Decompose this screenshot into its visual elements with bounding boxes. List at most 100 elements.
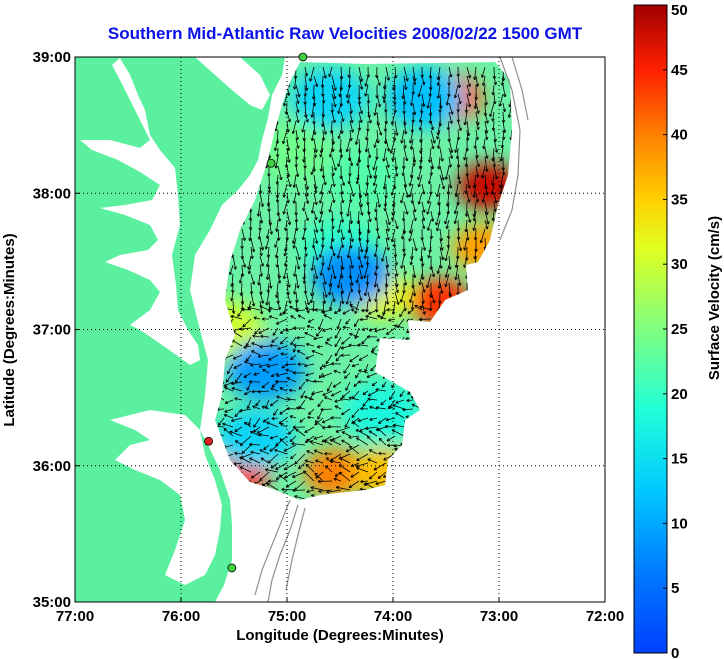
velocity-arrow xyxy=(251,342,261,347)
velocity-arrow xyxy=(394,219,399,230)
velocity-arrow xyxy=(427,192,432,204)
velocity-arrow xyxy=(258,363,270,368)
velocity-arrow xyxy=(367,111,372,124)
velocity-arrow xyxy=(342,325,351,330)
velocity-arrow xyxy=(231,300,236,314)
velocity-arrow xyxy=(403,138,407,149)
velocity-arrow xyxy=(349,129,353,142)
velocity-arrow xyxy=(491,174,495,186)
velocity-arrow xyxy=(328,201,333,213)
velocity-arrow xyxy=(408,228,414,242)
velocity-arrow xyxy=(327,424,342,429)
velocity-arrow xyxy=(286,174,292,188)
velocity-arrow xyxy=(344,417,351,428)
velocity-arrow xyxy=(274,246,279,259)
velocity-arrow xyxy=(445,219,450,229)
velocity-arrow xyxy=(328,282,333,296)
station-marker-1 xyxy=(266,158,276,168)
velocity-arrow xyxy=(223,381,234,387)
velocity-arrow xyxy=(381,246,387,262)
velocity-arrow xyxy=(410,300,415,311)
velocity-arrow xyxy=(430,138,435,150)
velocity-arrow xyxy=(348,480,360,489)
velocity-arrow xyxy=(290,336,297,346)
velocity-arrow xyxy=(344,372,351,379)
x-axis-ticks: 77:00 76:00 75:00 74:00 73:00 72:00 xyxy=(56,597,624,625)
velocity-arrow xyxy=(319,147,324,158)
velocity-arrow xyxy=(439,246,445,261)
velocity-arrow xyxy=(309,66,315,82)
x-axis-label: Longitude (Degrees:Minutes) xyxy=(236,627,444,644)
velocity-arrow xyxy=(333,369,342,374)
velocity-arrow xyxy=(393,324,405,329)
velocity-arrow xyxy=(346,93,351,104)
colorbar-ticks: 0 5 10 15 20 25 30 35 40 45 50 xyxy=(663,2,688,659)
velocity-arrow xyxy=(311,349,324,356)
velocity-arrow xyxy=(239,408,252,413)
velocity-arrow xyxy=(326,381,333,392)
velocity-arrow xyxy=(246,399,252,410)
velocity-arrow xyxy=(385,291,390,305)
velocity-arrow xyxy=(266,482,279,491)
velocity-arrow xyxy=(466,93,472,108)
velocity-arrow xyxy=(375,406,387,410)
velocity-arrow xyxy=(277,273,282,284)
velocity-arrow xyxy=(337,102,342,115)
velocity-arrow xyxy=(394,255,399,266)
velocity-arrow xyxy=(259,246,263,257)
velocity-arrow xyxy=(454,138,459,153)
velocity-arrow xyxy=(223,427,234,437)
velocity-arrow xyxy=(304,426,315,433)
velocity-arrow xyxy=(408,219,414,234)
velocity-arrow xyxy=(234,451,243,456)
velocity-arrow xyxy=(265,228,270,239)
velocity-arrow xyxy=(435,183,441,198)
velocity-arrow xyxy=(358,75,364,90)
velocity-arrow xyxy=(376,120,383,136)
velocity-arrow xyxy=(499,147,504,162)
x-tick-label: 72:00 xyxy=(586,608,624,625)
velocity-arrow xyxy=(328,66,333,78)
velocity-arrow xyxy=(340,282,345,294)
velocity-arrow xyxy=(388,318,396,322)
velocity-arrow xyxy=(259,449,270,455)
colorbar-label: Surface Velocity (cm/s) xyxy=(706,216,723,380)
velocity-arrow xyxy=(349,332,360,338)
velocity-arrow xyxy=(368,430,378,437)
velocity-arrow xyxy=(297,314,306,320)
velocity-arrow xyxy=(439,237,444,251)
y-tick-label: 36:00 xyxy=(33,458,71,475)
velocity-arrow xyxy=(336,273,342,289)
velocity-arrow xyxy=(340,345,351,350)
velocity-arrow xyxy=(331,165,335,177)
velocity-arrow xyxy=(259,471,270,481)
velocity-arrow xyxy=(345,291,351,305)
velocity-arrow xyxy=(394,282,399,293)
velocity-arrow xyxy=(233,363,243,369)
velocity-arrow xyxy=(233,462,243,466)
velocity-arrow xyxy=(402,407,414,412)
y-tick-label: 37:00 xyxy=(33,322,71,339)
velocity-arrow xyxy=(244,390,252,396)
velocity-arrow xyxy=(323,314,333,320)
velocity-arrow xyxy=(321,93,326,104)
velocity-arrow xyxy=(409,255,414,266)
velocity-arrow xyxy=(436,75,441,86)
velocity-arrow xyxy=(371,345,378,351)
velocity-arrow xyxy=(355,273,360,284)
velocity-arrow xyxy=(292,371,306,375)
velocity-arrow xyxy=(456,129,461,141)
velocity-arrow xyxy=(493,75,498,86)
velocity-arrow xyxy=(406,398,414,403)
velocity-arrow xyxy=(365,426,378,431)
velocity-arrow xyxy=(322,425,333,430)
velocity-arrow xyxy=(367,147,372,159)
velocity-arrow xyxy=(279,387,288,392)
velocity-arrow xyxy=(301,228,306,241)
velocity-arrow xyxy=(304,306,315,311)
velocity-arrow xyxy=(275,147,280,158)
velocity-arrow xyxy=(271,336,279,343)
velocity-arrow xyxy=(345,84,351,98)
velocity-arrow xyxy=(275,174,280,185)
velocity-arrow xyxy=(224,386,234,392)
